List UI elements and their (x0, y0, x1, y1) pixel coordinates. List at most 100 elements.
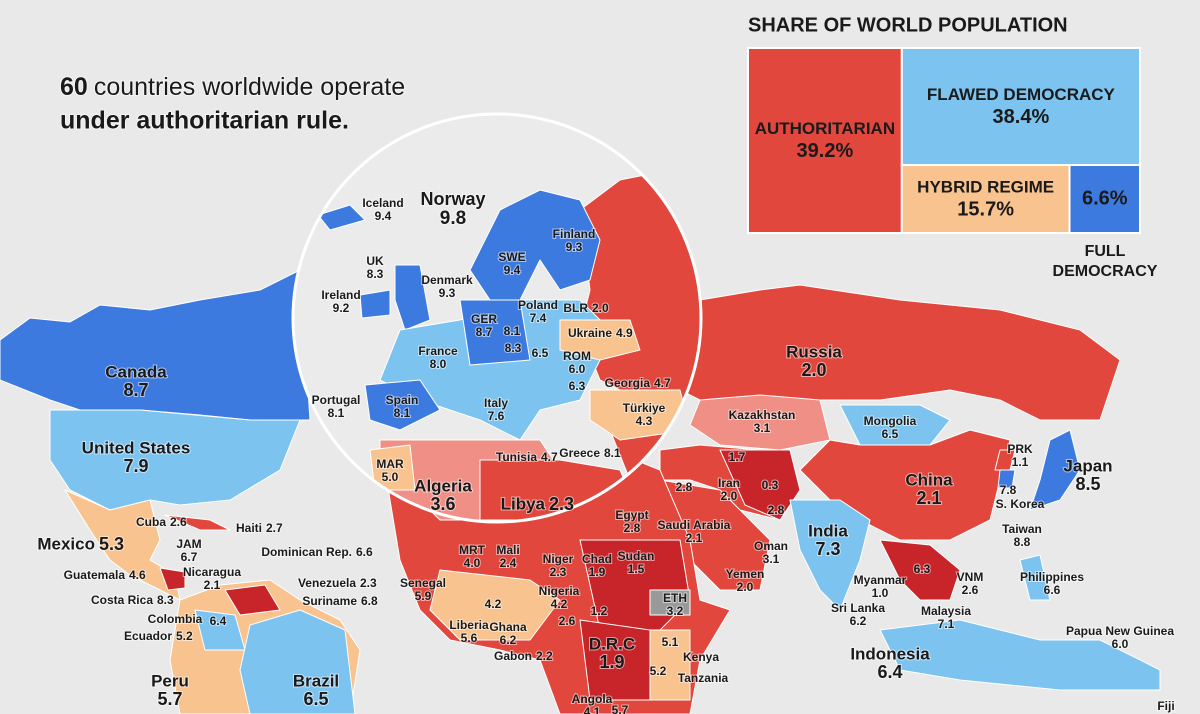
country-name: Sri Lanka (831, 601, 885, 615)
country-name: Venezuela (298, 576, 356, 590)
country-score: 0.3 (762, 478, 779, 492)
country-score: 9.3 (439, 286, 456, 300)
country-score: 4.2 (485, 597, 502, 611)
country-name: Malaysia (921, 604, 971, 618)
country-name: Kenya (683, 650, 719, 664)
country-name: Papua New Guinea (1066, 624, 1174, 638)
country-score: 3.6 (430, 494, 455, 514)
land-shape (1019, 554, 1051, 601)
country-score: 8.1 (328, 406, 345, 420)
country-name: S. Korea (996, 497, 1045, 511)
country-score: 7.4 (530, 311, 547, 325)
country-name: D.R.C (589, 634, 635, 653)
country-labels: Iceland9.4Norway9.8Finland9.3UK8.3SWE9.4… (36, 188, 1175, 714)
country-name: China (905, 470, 953, 489)
country-name: MRT (459, 543, 486, 557)
country-name: Nigeria (539, 584, 580, 598)
country-name: ETH (663, 591, 687, 605)
country-score: 8.1 (604, 446, 621, 460)
country-score: 9.4 (504, 263, 521, 277)
country-name: Spain (386, 393, 419, 407)
country-score: 3.2 (667, 604, 684, 618)
country-score: 9.4 (375, 209, 392, 223)
country-name: Guatemala (64, 568, 126, 582)
country-score: 4.7 (541, 450, 558, 464)
country-score: 2.0 (801, 360, 826, 380)
country-name: Cuba (136, 515, 166, 529)
country-score: 8.7 (476, 325, 493, 339)
land-shape (719, 449, 801, 521)
country-name: Costa Rica (91, 593, 153, 607)
country-score: 2.3 (360, 576, 377, 590)
land-shape (359, 289, 391, 319)
country-name: Norway (420, 189, 485, 209)
country-name: Finland (553, 227, 596, 241)
share-label: FLAWED DEMOCRACY (927, 85, 1116, 104)
country-score: 2.4 (500, 556, 517, 570)
country-name: Philippines (1020, 570, 1084, 584)
country-name: Russia (786, 342, 842, 361)
country-name: Peru (151, 671, 189, 690)
country-score: 6.5 (882, 427, 899, 441)
country-name: Algeria (414, 476, 472, 495)
country-score: 2.6 (559, 614, 576, 628)
land-shape (559, 319, 641, 361)
country-score: 2.3 (549, 494, 574, 514)
country-score: 1.7 (729, 450, 746, 464)
country-score: 9.8 (440, 208, 466, 229)
country-score: 2.8 (676, 480, 693, 494)
share-title: SHARE OF WORLD POPULATION (748, 14, 1068, 36)
country-name: France (418, 344, 458, 358)
country-score: 6.0 (569, 362, 586, 376)
country-name: Mexico (37, 534, 95, 553)
country-name: MAR (376, 457, 404, 471)
country-name: Türkiye (623, 401, 666, 415)
country-name: UK (366, 254, 384, 268)
country-score: 3.1 (754, 421, 771, 435)
land-shape (49, 409, 301, 511)
country-score: 6.4 (210, 614, 227, 628)
country-score: 3.1 (763, 552, 780, 566)
europe-inset (291, 112, 703, 524)
country-name: Ireland (321, 288, 360, 302)
land-shape (789, 499, 871, 611)
country-score: 4.0 (464, 556, 481, 570)
land-shape (879, 539, 961, 601)
country-score: 5.2 (650, 664, 667, 678)
country-name: Angola (572, 692, 613, 706)
country-score: 1.5 (628, 562, 645, 576)
country-name: Poland (518, 298, 558, 312)
country-score: 4.7 (654, 376, 671, 390)
country-name: BLR (563, 301, 588, 315)
country-score: 5.7 (612, 703, 629, 714)
country-score: 2.8 (624, 521, 641, 535)
share-treemap: AUTHORITARIAN 39.2% FLAWED DEMOCRACY 38.4% H… (747, 47, 1158, 280)
country-name: Italy (484, 396, 508, 410)
lede-text: countries worldwide operate (94, 73, 405, 101)
country-score: 8.3 (157, 593, 174, 607)
country-score: 4.1 (584, 705, 601, 714)
country-score: 8.3 (367, 267, 384, 281)
country-score: 8.0 (430, 357, 447, 371)
country-score: 2.0 (721, 489, 738, 503)
land-shape (1029, 429, 1081, 511)
country-score: 6.6 (1044, 583, 1061, 597)
land-shape (369, 444, 416, 491)
country-score: 9.3 (566, 240, 583, 254)
country-name: Sudan (618, 549, 655, 563)
country-score: 1.2 (591, 604, 608, 618)
land-shape (394, 264, 431, 331)
country-score: 6.2 (500, 633, 517, 647)
country-name: Liberia (449, 618, 489, 632)
lede-number: 60 (60, 73, 88, 101)
country-score: 2.2 (536, 649, 553, 663)
land-shape (879, 619, 1161, 691)
country-score: 5.3 (99, 534, 124, 554)
country-score: 2.8 (768, 503, 785, 517)
country-name: Indonesia (850, 644, 930, 663)
land-shape (364, 379, 441, 431)
land-shape (239, 609, 356, 714)
land-shape (589, 389, 691, 441)
country-score: 6.2 (850, 614, 867, 628)
country-score: 1.1 (1012, 455, 1029, 469)
